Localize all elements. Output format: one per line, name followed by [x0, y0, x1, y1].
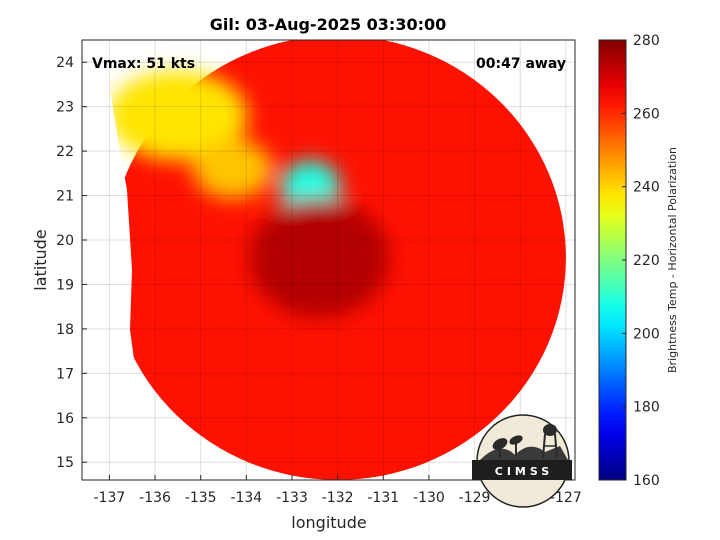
y-tick-label: 21 — [56, 189, 74, 205]
y-tick-label: 18 — [56, 322, 74, 338]
feature-core — [249, 197, 390, 318]
y-tick-label: 19 — [56, 277, 74, 293]
swath-edge-mask — [82, 40, 162, 480]
grid-lines — [82, 40, 575, 480]
colorbar-label: Brightness Temp - Horizontal Polarizatio… — [666, 147, 679, 373]
brightness-temperature-field — [82, 40, 566, 480]
colorbar-tick-label: 220 — [633, 253, 660, 269]
colorbar-tick-label: 280 — [633, 33, 660, 49]
swath-features — [107, 70, 390, 318]
x-tick-label: -132 — [322, 490, 354, 506]
axes-frame — [81, 39, 576, 481]
x-tick-label: -131 — [367, 490, 399, 506]
chart-title: Gil: 03-Aug-2025 03:30:00 — [210, 15, 447, 34]
cimss-logo: CIMSS — [472, 414, 572, 508]
colorbar-tick-label: 160 — [633, 473, 660, 489]
y-tick-label: 17 — [56, 366, 74, 382]
x-tick-label: -136 — [139, 490, 171, 506]
time-away-annotation: 00:47 away — [476, 56, 566, 72]
x-axis-label: longitude — [291, 513, 366, 532]
colorbar-tick-label: 200 — [633, 326, 660, 342]
logo-text: CIMSS — [495, 465, 553, 478]
y-tick-label: 20 — [56, 233, 74, 249]
radar-dish-icon — [492, 438, 508, 458]
x-tick-label: -137 — [93, 490, 125, 506]
feature-western-arc — [192, 138, 273, 199]
y-tick-label: 23 — [56, 100, 74, 116]
y-axis: 15 16 17 18 19 20 21 22 23 24 — [56, 55, 87, 471]
x-tick-label: -134 — [230, 490, 262, 506]
x-axis: -137-136-135-134-133-132-131-130-129-128… — [93, 475, 582, 506]
water-tower-icon — [542, 424, 558, 459]
vmax-annotation: Vmax: 51 kts — [92, 56, 195, 72]
colorbar-tick-label: 260 — [633, 106, 660, 122]
y-tick-label: 22 — [56, 144, 74, 160]
x-tick-label: -130 — [413, 490, 445, 506]
y-tick-label: 24 — [56, 55, 74, 71]
radar-dish-icon — [509, 435, 523, 456]
x-tick-label: -135 — [185, 490, 217, 506]
colorbar — [598, 39, 627, 481]
colorbar-tick-label: 240 — [633, 180, 660, 196]
x-tick-label: -127 — [550, 490, 582, 506]
x-tick-label: -129 — [459, 490, 491, 506]
y-tick-label: 15 — [56, 455, 74, 471]
feature-northwest-region — [107, 70, 248, 161]
colorbar-tick-label: 180 — [633, 400, 660, 416]
y-axis-label: latitude — [31, 229, 50, 290]
y-tick-label: 16 — [56, 411, 74, 427]
colorbar-ticks: 160 180 200 220 240 260 280 — [622, 33, 660, 489]
x-tick-label: -133 — [276, 490, 308, 506]
